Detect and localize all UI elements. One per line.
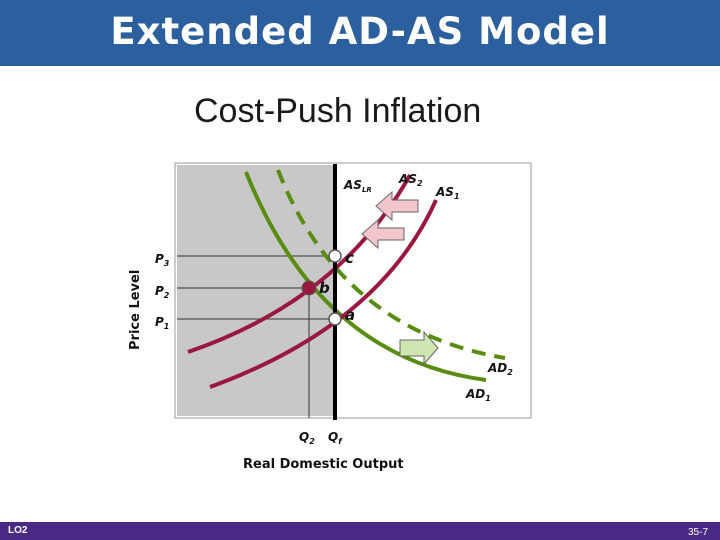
ad-shift-arrow xyxy=(399,330,439,366)
point-a-marker xyxy=(328,312,342,326)
p2-label: P2 xyxy=(155,284,170,300)
ad1-label: AD1 xyxy=(465,387,491,403)
learning-objective-label: LO2 xyxy=(8,525,28,536)
as-lr-label: ASLR xyxy=(343,178,372,194)
as2-label: AS2 xyxy=(398,172,423,188)
as1-curve xyxy=(209,199,438,389)
slide-number: 35-7 xyxy=(687,527,708,538)
point-a-label: a xyxy=(345,306,355,324)
x-axis-label: Real Domestic Output xyxy=(243,457,404,472)
point-b-label: b xyxy=(319,279,330,297)
point-b-marker xyxy=(301,280,317,296)
qf-label: Qf xyxy=(328,430,343,446)
ad2-label: AD2 xyxy=(487,361,513,377)
slide-title: Extended AD-AS Model xyxy=(110,10,610,53)
slide-subtitle: Cost-Push Inflation xyxy=(194,92,482,130)
q2-label: Q2 xyxy=(299,430,315,446)
footer-bar: LO2 35-7 xyxy=(0,522,720,540)
point-c-marker xyxy=(328,249,342,263)
y-axis-label: Price Level xyxy=(128,270,143,350)
p1-label: P1 xyxy=(155,315,169,331)
as-shift-arrow-top xyxy=(375,190,419,222)
point-c-label: c xyxy=(345,249,354,267)
p3-label: P3 xyxy=(155,252,170,268)
as-shift-arrow-bottom xyxy=(361,218,405,250)
as1-label: AS1 xyxy=(435,185,460,201)
title-bar: Extended AD-AS Model xyxy=(0,0,720,66)
